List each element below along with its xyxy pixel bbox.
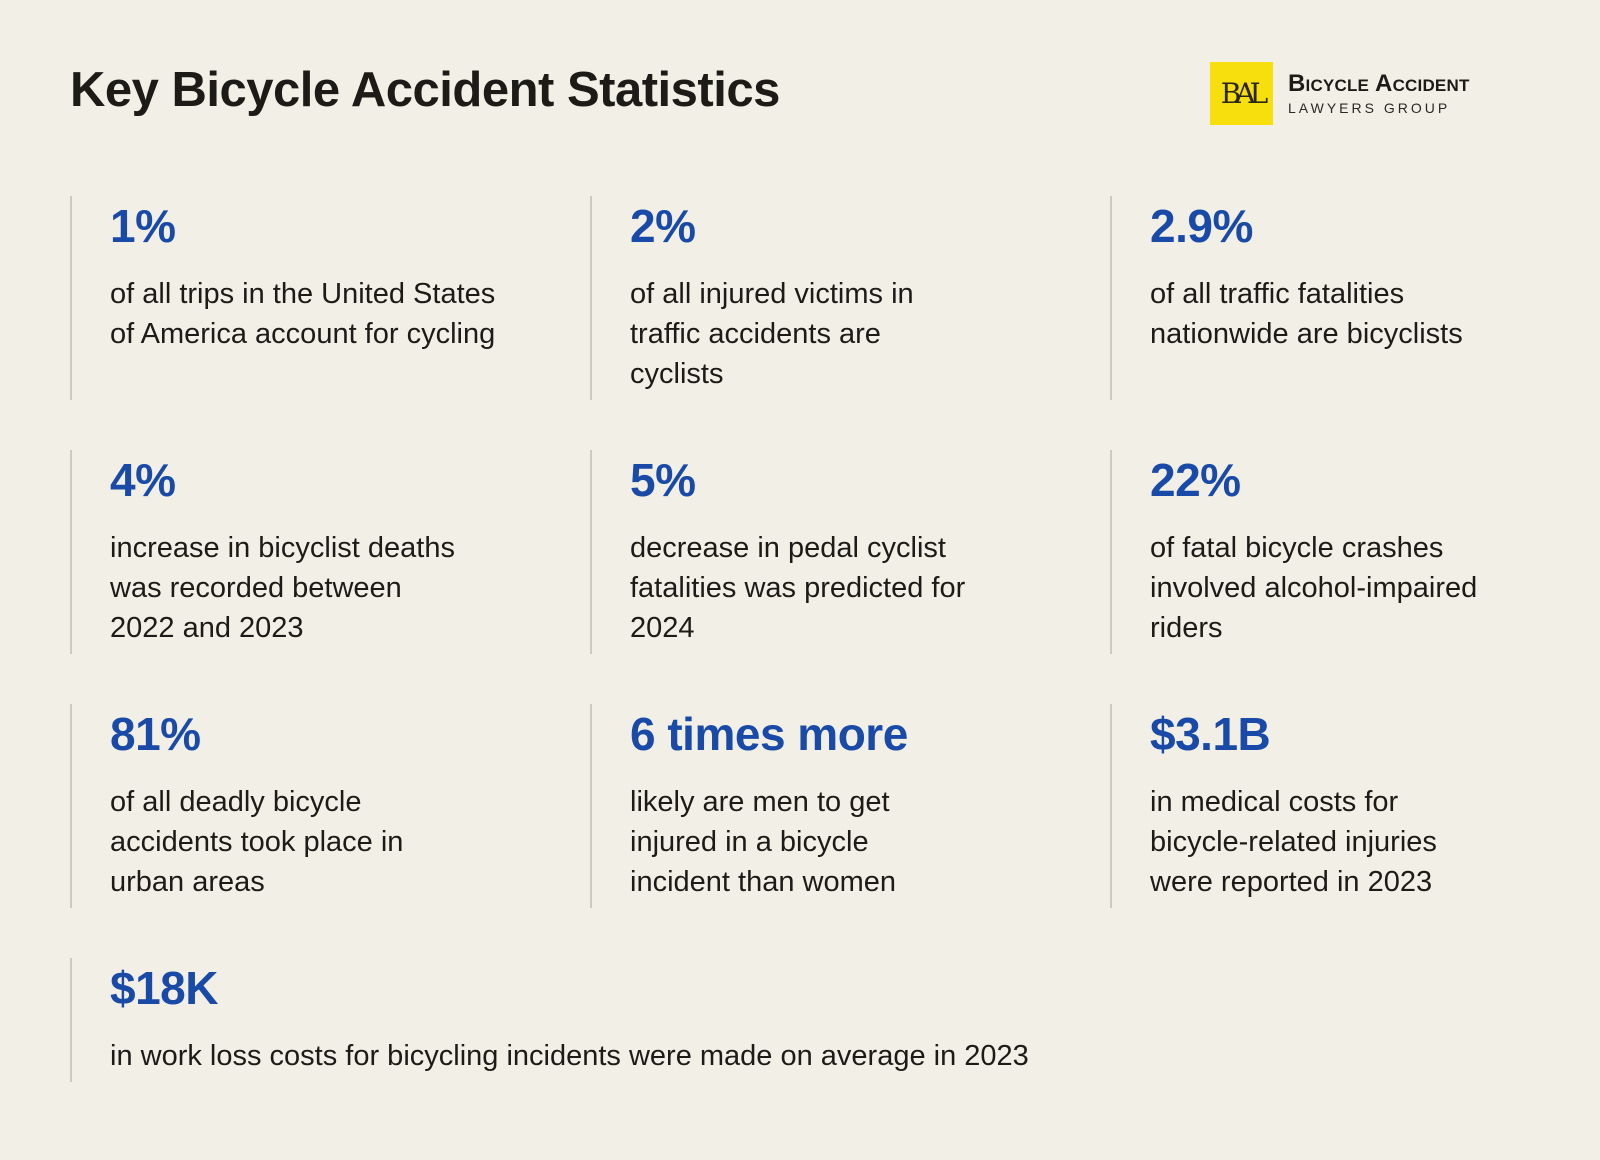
stat-value: 2% xyxy=(630,200,696,252)
stat-value: $3.1B xyxy=(1150,708,1271,760)
stat-card: 2% of all injured victims in traffic acc… xyxy=(590,196,1110,400)
stat-card: 1% of all trips in the United States of … xyxy=(70,196,590,400)
stat-card: 22% of fatal bicycle crashes involved al… xyxy=(1110,450,1600,654)
stat-value: 5% xyxy=(630,454,696,506)
stat-value: 81% xyxy=(110,708,201,760)
logo-text: Bicycle Accident LAWYERS GROUP xyxy=(1288,70,1470,118)
logo-brand-name: Bicycle Accident xyxy=(1288,69,1470,97)
stat-value: 1% xyxy=(110,200,176,252)
stat-description: of all traffic fatalities nationwide are… xyxy=(1150,278,1463,350)
stat-description: of all trips in the United States of Ame… xyxy=(110,278,496,350)
logo-mark-icon: BAL xyxy=(1210,62,1273,125)
stat-card: 6 times more likely are men to get injur… xyxy=(590,704,1110,908)
stat-description: of all deadly bicycle accidents took pla… xyxy=(110,786,404,898)
stat-card: $18K in work loss costs for bicycling in… xyxy=(70,958,1270,1082)
stat-card: 81% of all deadly bicycle accidents took… xyxy=(70,704,590,908)
stat-value: 2.9% xyxy=(1150,200,1253,252)
stat-description: of all injured victims in traffic accide… xyxy=(630,278,914,390)
stat-value: $18K xyxy=(110,962,218,1014)
stat-description: increase in bicyclist deaths was recorde… xyxy=(110,532,455,644)
stat-card: 2.9% of all traffic fatalities nationwid… xyxy=(1110,196,1600,400)
stat-value: 4% xyxy=(110,454,176,506)
stat-description: decrease in pedal cyclist fatalities was… xyxy=(630,532,966,644)
page-title: Key Bicycle Accident Statistics xyxy=(70,63,780,117)
stat-card: 4% increase in bicyclist deaths was reco… xyxy=(70,450,590,654)
stat-value: 6 times more xyxy=(630,708,908,760)
stat-description: in medical costs for bicycle-related inj… xyxy=(1150,786,1437,898)
stat-card: $3.1B in medical costs for bicycle-relat… xyxy=(1110,704,1600,908)
logo-tagline: LAWYERS GROUP xyxy=(1288,99,1451,116)
stat-description: in work loss costs for bicycling inciden… xyxy=(110,1040,1029,1072)
stat-description: likely are men to get injured in a bicyc… xyxy=(630,786,896,898)
stat-card: 5% decrease in pedal cyclist fatalities … xyxy=(590,450,1110,654)
stat-value: 22% xyxy=(1150,454,1241,506)
brand-logo: BAL Bicycle Accident LAWYERS GROUP xyxy=(1210,62,1470,125)
stat-description: of fatal bicycle crashes involved alcoho… xyxy=(1150,532,1478,644)
